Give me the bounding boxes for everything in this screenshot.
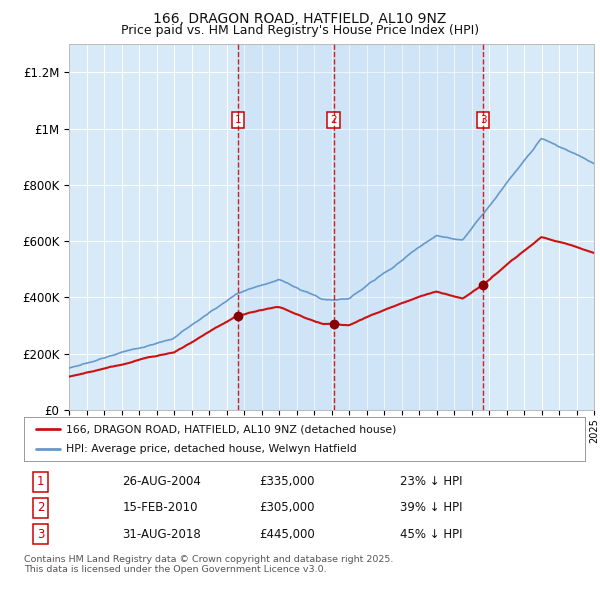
Text: 45% ↓ HPI: 45% ↓ HPI <box>400 527 463 540</box>
Text: 2: 2 <box>330 115 337 125</box>
Text: £335,000: £335,000 <box>260 476 315 489</box>
Text: 26-AUG-2004: 26-AUG-2004 <box>122 476 201 489</box>
Text: 15-FEB-2010: 15-FEB-2010 <box>122 502 197 514</box>
Bar <box>334 44 483 410</box>
Text: 166, DRAGON ROAD, HATFIELD, AL10 9NZ (detached house): 166, DRAGON ROAD, HATFIELD, AL10 9NZ (de… <box>66 424 397 434</box>
Text: Price paid vs. HM Land Registry's House Price Index (HPI): Price paid vs. HM Land Registry's House … <box>121 24 479 37</box>
Text: 166, DRAGON ROAD, HATFIELD, AL10 9NZ: 166, DRAGON ROAD, HATFIELD, AL10 9NZ <box>154 12 446 26</box>
Text: 31-AUG-2018: 31-AUG-2018 <box>122 527 201 540</box>
Text: £445,000: £445,000 <box>260 527 316 540</box>
Text: 23% ↓ HPI: 23% ↓ HPI <box>400 476 463 489</box>
Text: £305,000: £305,000 <box>260 502 315 514</box>
Text: 1: 1 <box>37 476 44 489</box>
Text: 3: 3 <box>480 115 487 125</box>
Text: Contains HM Land Registry data © Crown copyright and database right 2025.
This d: Contains HM Land Registry data © Crown c… <box>24 555 394 574</box>
Text: HPI: Average price, detached house, Welwyn Hatfield: HPI: Average price, detached house, Welw… <box>66 444 357 454</box>
Text: 3: 3 <box>37 527 44 540</box>
Text: 39% ↓ HPI: 39% ↓ HPI <box>400 502 463 514</box>
Text: 2: 2 <box>37 502 44 514</box>
Text: 1: 1 <box>235 115 241 125</box>
Bar <box>238 44 334 410</box>
